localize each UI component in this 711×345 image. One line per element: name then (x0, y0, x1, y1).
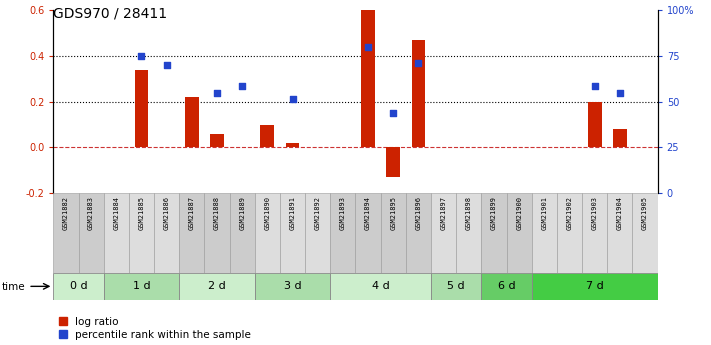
Text: GSM21899: GSM21899 (491, 196, 497, 229)
Text: GSM21890: GSM21890 (264, 196, 270, 229)
Bar (205, 193, 230, 273)
Bar (380, 193, 406, 273)
Bar (104, 273, 179, 300)
Bar (607, 193, 633, 273)
Point (211, 90, 223, 96)
Bar (532, 273, 658, 300)
Bar (481, 193, 506, 273)
Text: GSM21882: GSM21882 (63, 196, 69, 229)
Point (136, 53, 147, 59)
Text: GSM21901: GSM21901 (541, 196, 547, 229)
Bar (356, 193, 380, 273)
Text: GSM21892: GSM21892 (315, 196, 321, 229)
Text: GSM21885: GSM21885 (139, 196, 144, 229)
Text: GSM21883: GSM21883 (88, 196, 94, 229)
Bar (154, 193, 179, 273)
Text: GSM21894: GSM21894 (365, 196, 371, 229)
Point (387, 110, 399, 116)
Bar (431, 273, 481, 300)
Bar (179, 273, 255, 300)
Legend: log ratio, percentile rank within the sample: log ratio, percentile rank within the sa… (58, 317, 251, 340)
Bar (532, 193, 557, 273)
Bar (260, 125, 274, 148)
Text: GSM21884: GSM21884 (113, 196, 119, 229)
Text: 1 d: 1 d (133, 282, 150, 291)
Bar (185, 97, 199, 148)
Point (287, 97, 298, 102)
Bar (78, 193, 104, 273)
Bar (179, 193, 205, 273)
Text: 5 d: 5 d (447, 282, 465, 291)
Text: 0 d: 0 d (70, 282, 87, 291)
Text: 4 d: 4 d (372, 282, 390, 291)
Bar (361, 10, 375, 148)
Bar (129, 193, 154, 273)
Bar (53, 193, 78, 273)
Bar (613, 129, 627, 148)
Text: 3 d: 3 d (284, 282, 301, 291)
Point (413, 60, 424, 66)
Bar (331, 193, 356, 273)
Text: GSM21891: GSM21891 (289, 196, 296, 229)
Text: GSM21889: GSM21889 (239, 196, 245, 229)
Bar (481, 273, 532, 300)
Bar (230, 193, 255, 273)
Bar (412, 40, 425, 148)
Text: GDS970 / 28411: GDS970 / 28411 (53, 7, 168, 21)
Bar (134, 70, 149, 148)
Bar (104, 193, 129, 273)
Bar (305, 193, 331, 273)
Bar (431, 193, 456, 273)
Text: GSM21895: GSM21895 (390, 196, 396, 229)
Bar (53, 273, 104, 300)
Bar (506, 193, 532, 273)
Text: GSM21904: GSM21904 (617, 196, 623, 229)
Text: GSM21898: GSM21898 (466, 196, 472, 229)
Point (237, 83, 248, 89)
Bar (280, 193, 305, 273)
Bar (255, 273, 331, 300)
Bar (557, 193, 582, 273)
Text: GSM21897: GSM21897 (441, 196, 447, 229)
Text: GSM21902: GSM21902 (567, 196, 572, 229)
Bar (633, 193, 658, 273)
Text: GSM21887: GSM21887 (189, 196, 195, 229)
Bar (286, 143, 299, 148)
Text: GSM21900: GSM21900 (516, 196, 522, 229)
Text: 7 d: 7 d (586, 282, 604, 291)
Point (589, 83, 600, 89)
Bar (210, 134, 224, 148)
Text: time: time (2, 282, 26, 292)
Text: 6 d: 6 d (498, 282, 515, 291)
Bar (255, 193, 280, 273)
Text: GSM21893: GSM21893 (340, 196, 346, 229)
Text: GSM21903: GSM21903 (592, 196, 598, 229)
Point (363, 44, 374, 50)
Bar (456, 193, 481, 273)
Bar (386, 148, 400, 177)
Text: GSM21905: GSM21905 (642, 196, 648, 229)
Text: GSM21896: GSM21896 (415, 196, 422, 229)
Bar (588, 102, 602, 148)
Point (614, 90, 626, 96)
Bar (582, 193, 607, 273)
Point (161, 62, 172, 68)
Text: GSM21886: GSM21886 (164, 196, 170, 229)
Bar (406, 193, 431, 273)
Text: 2 d: 2 d (208, 282, 226, 291)
Text: GSM21888: GSM21888 (214, 196, 220, 229)
Bar (331, 273, 431, 300)
